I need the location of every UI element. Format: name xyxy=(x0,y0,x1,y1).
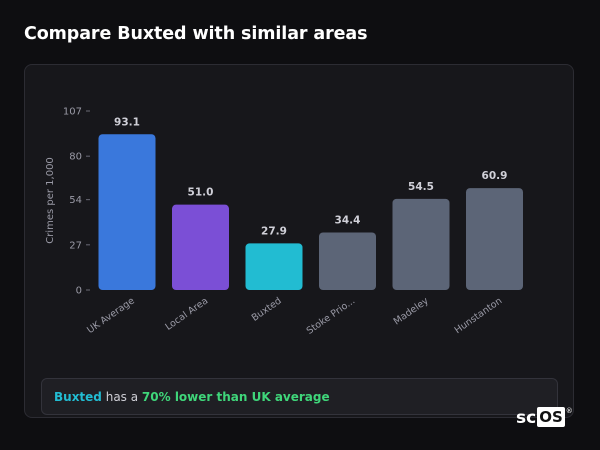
bar-madeley xyxy=(392,198,450,290)
bar-value-label: 54.5 xyxy=(408,181,434,193)
page-title: Compare Buxted with similar areas xyxy=(24,24,368,44)
x-tick-label: UK Average xyxy=(85,295,137,336)
brand-logo-text-right: OS xyxy=(537,407,565,427)
brand-logo: sc OS ® xyxy=(516,407,573,429)
bar-local-area xyxy=(172,204,229,290)
summary-place: Buxted xyxy=(54,389,102,404)
x-tick-label: Stoke Prio... xyxy=(305,295,358,336)
y-tick-label: 54 xyxy=(69,195,82,206)
bar-value-label: 93.1 xyxy=(114,116,140,128)
y-tick-label: 107 xyxy=(63,107,82,118)
bar-hunstanton xyxy=(466,188,523,290)
brand-logo-text-left: sc xyxy=(516,408,537,428)
bar-uk-average xyxy=(98,134,156,290)
bar-stoke-prio xyxy=(319,232,376,290)
comparison-summary: Buxted has a 70% lower than UK average xyxy=(41,378,558,415)
summary-difference: 70% lower than UK average xyxy=(141,389,330,404)
bar-buxted xyxy=(245,243,303,290)
y-axis-label: Crimes per 1,000 xyxy=(45,157,56,244)
registered-mark: ® xyxy=(565,407,573,415)
x-tick-label: Madeley xyxy=(392,295,431,327)
y-tick-label: 0 xyxy=(76,286,82,297)
x-tick-label: Local Area xyxy=(163,295,210,332)
x-tick-label: Hunstanton xyxy=(453,295,505,336)
bar-value-label: 60.9 xyxy=(482,170,508,182)
bar-value-label: 27.9 xyxy=(261,225,287,237)
bar-value-label: 34.4 xyxy=(335,214,361,226)
x-tick-label: Buxted xyxy=(250,295,284,323)
y-tick-label: 80 xyxy=(69,152,82,163)
y-tick-label: 27 xyxy=(69,240,82,251)
bar-value-label: 51.0 xyxy=(188,187,214,199)
summary-middle: has a xyxy=(101,389,142,404)
